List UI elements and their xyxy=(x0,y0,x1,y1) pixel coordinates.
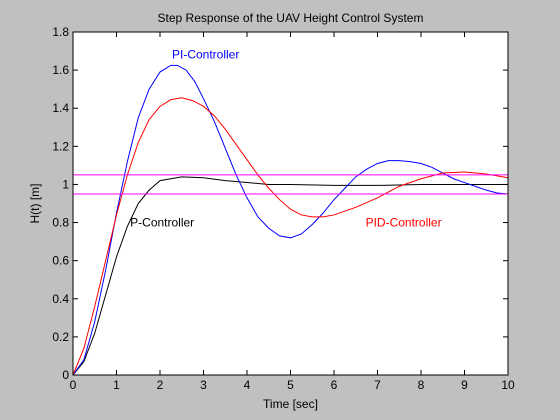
annotation-pid-controller: PID-Controller xyxy=(366,215,442,229)
x-tick-label: 6 xyxy=(331,378,338,392)
annotation-p-controller: P-Controller xyxy=(130,215,194,229)
annotation-pi-controller: PI-Controller xyxy=(172,48,239,62)
ticks-layer: 0 1 2 3 4 5 6 7 8 9 10 0 0.2 0.4 0.6 0.8 1 1.2 1.4 1.6 1.8 xyxy=(52,25,515,392)
x-tick-label: 8 xyxy=(418,378,425,392)
x-tick-label: 2 xyxy=(157,378,164,392)
x-tick-label: 7 xyxy=(374,378,381,392)
x-tick-label: 1 xyxy=(113,378,120,392)
x-tick-label: 3 xyxy=(200,378,207,392)
x-tick-label: 0 xyxy=(70,378,77,392)
series-line-p-controller xyxy=(72,176,508,376)
series-layer xyxy=(72,64,509,376)
x-tick-label: 5 xyxy=(287,378,294,392)
y-tick-label: 1.2 xyxy=(52,139,69,153)
y-tick-label: 0.2 xyxy=(52,330,69,344)
chart-title: Step Response of the UAV Height Control … xyxy=(158,11,424,25)
y-tick-label: 1.8 xyxy=(52,25,69,39)
x-tick-label: 9 xyxy=(461,378,468,392)
y-tick-label: 1.4 xyxy=(52,101,69,115)
x-tick-label: 4 xyxy=(244,378,251,392)
series-line-pi-controller xyxy=(72,64,509,376)
axes-background xyxy=(73,32,508,375)
y-tick-label: 0.8 xyxy=(52,216,69,230)
y-tick-label: 0.6 xyxy=(52,254,69,268)
annotation-layer: PI-Controller P-Controller PID-Controller xyxy=(130,48,441,230)
y-tick-label: 1 xyxy=(62,177,69,191)
y-tick-label: 0 xyxy=(62,368,69,382)
y-tick-label: 1.6 xyxy=(52,63,69,77)
y-tick-label: 0.4 xyxy=(52,292,69,306)
x-tick-label: 10 xyxy=(501,378,515,392)
x-axis-label: Time [sec] xyxy=(263,397,318,411)
y-axis-label: H(t) [m] xyxy=(28,184,42,224)
